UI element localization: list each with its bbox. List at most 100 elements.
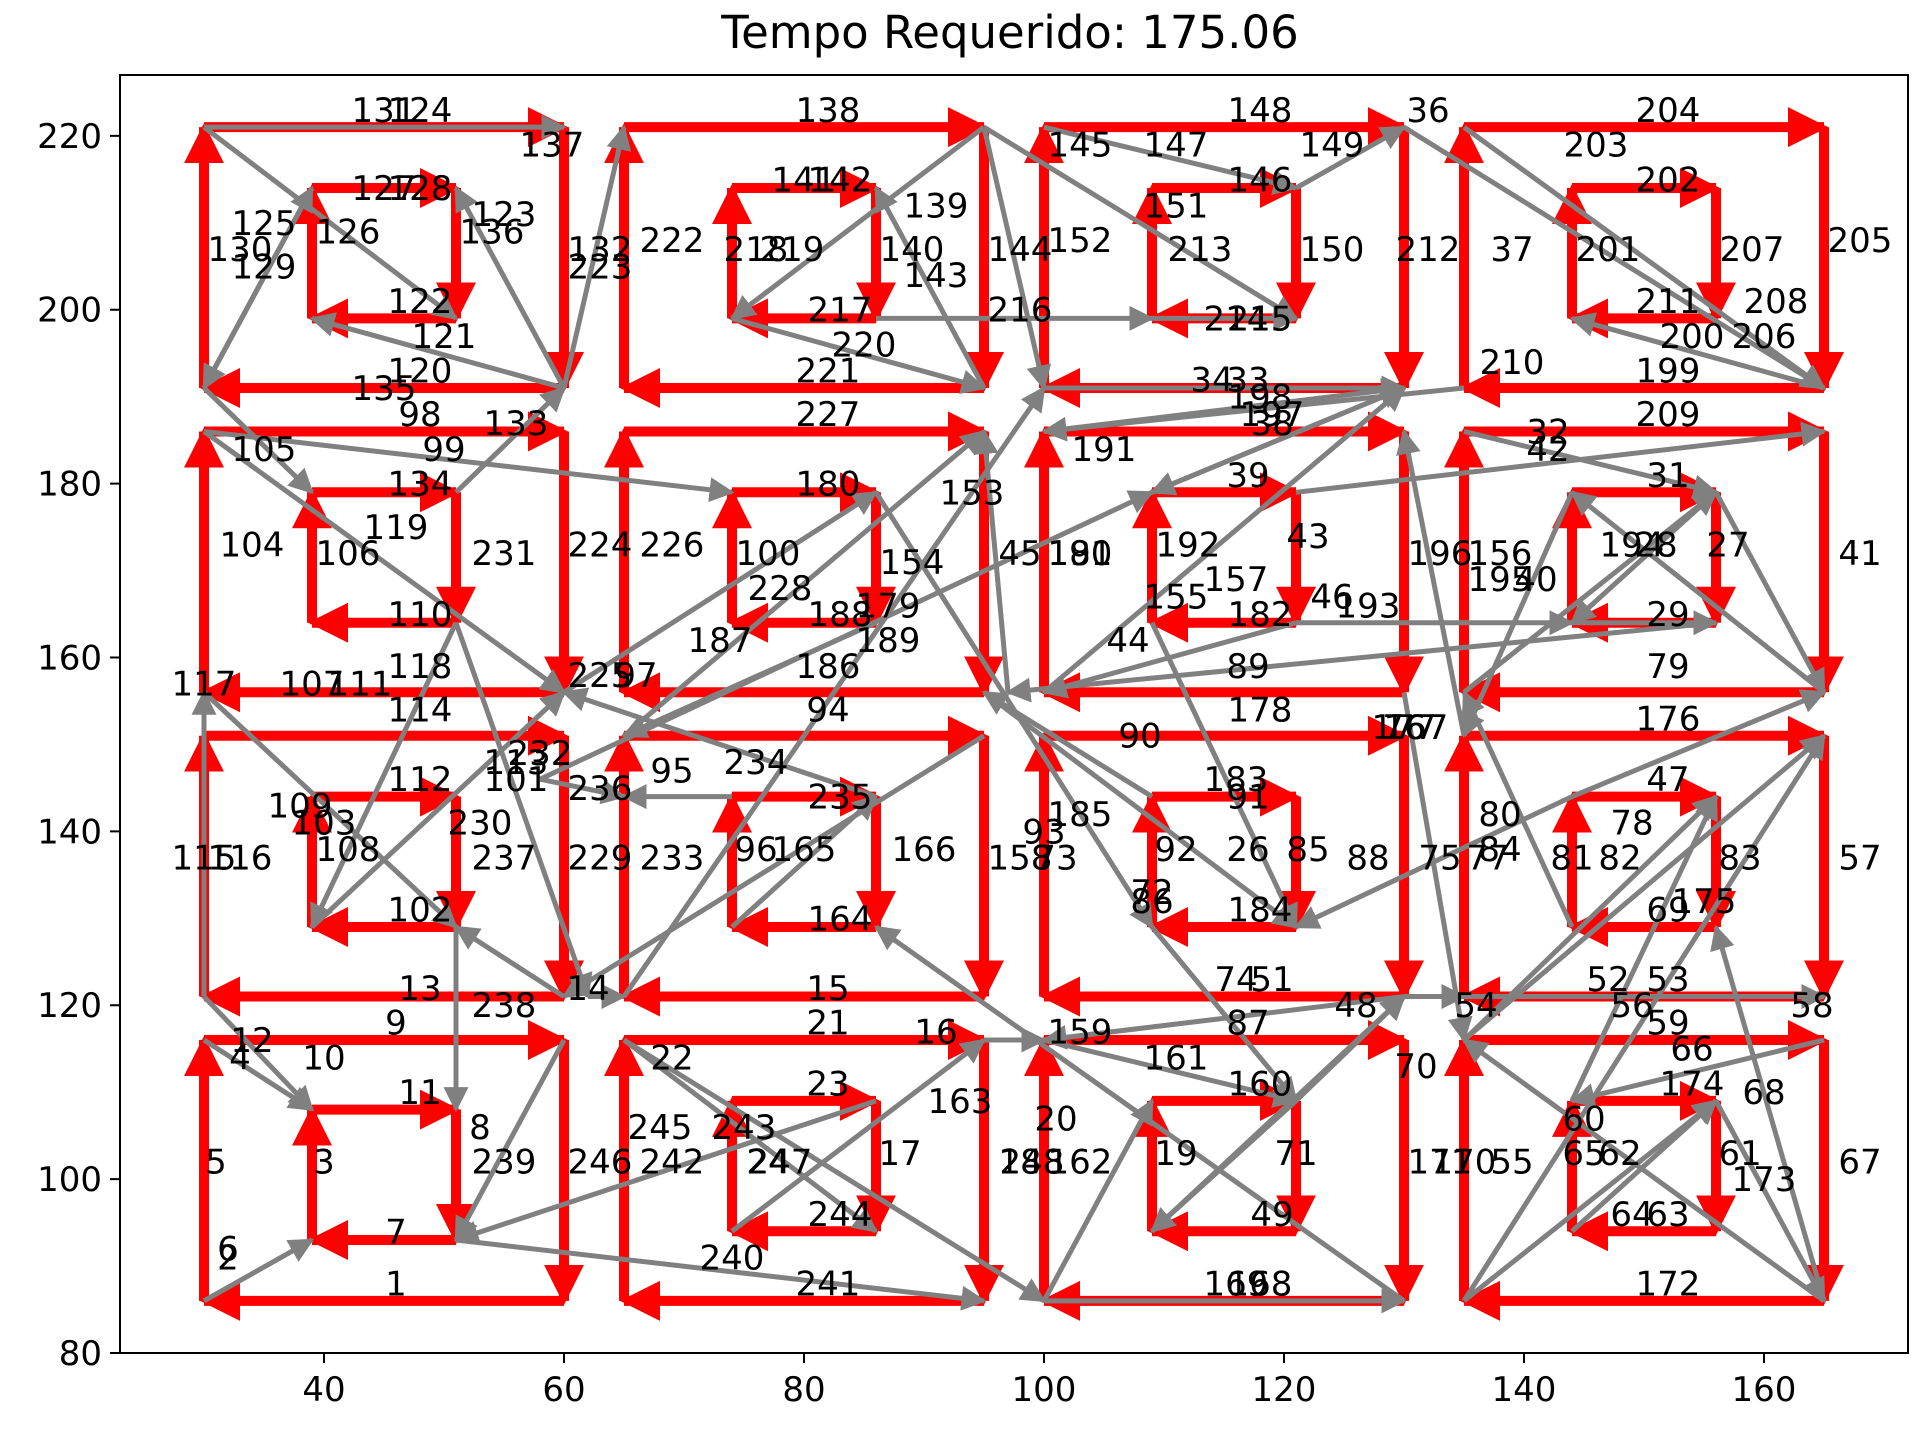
point-label: 222 — [640, 221, 705, 261]
point-label: 162 — [1048, 1143, 1113, 1183]
point-label: 86 — [1130, 882, 1173, 922]
point-label: 37 — [1490, 230, 1533, 270]
secondary-route-segment-59 — [1570, 1099, 1718, 1234]
secondary-route-segment-57 — [1569, 1037, 1825, 1108]
point-label: 201 — [1576, 230, 1641, 270]
point-label: 90 — [1118, 717, 1161, 757]
point-label: 135 — [352, 369, 417, 409]
point-label: 88 — [1346, 838, 1389, 878]
point-label: 11 — [398, 1073, 441, 1113]
point-label: 171 — [1408, 1143, 1473, 1183]
secondary-route-segment-79 — [453, 1098, 877, 1245]
point-label: 163 — [928, 1082, 993, 1122]
point-label: 10 — [302, 1038, 345, 1078]
point-label: 62 — [1598, 1134, 1641, 1174]
point-label: 21 — [806, 1004, 849, 1044]
point-label: 242 — [640, 1143, 705, 1183]
point-label: 51 — [1250, 960, 1293, 1000]
point-label: 189 — [856, 621, 921, 661]
point-label: 155 — [1144, 578, 1209, 618]
point-label: 160 — [1228, 1064, 1293, 1104]
secondary-route-segment-77 — [730, 1038, 986, 1234]
secondary-route-segment-94 — [1396, 428, 1467, 737]
point-label: 125 — [232, 204, 297, 244]
secondary-route-segment-29 — [1043, 124, 1299, 195]
point-label: 131 — [352, 91, 417, 131]
point-label: 14 — [566, 969, 609, 1009]
secondary-route-segment-26 — [981, 126, 1052, 391]
point-label: 179 — [856, 586, 921, 626]
point-label: 38 — [1250, 404, 1293, 444]
point-label: 100 — [736, 534, 801, 574]
secondary-route-segment-62 — [1461, 1037, 1826, 1303]
secondary-route-segment-71 — [621, 385, 1047, 998]
point-label: 142 — [808, 160, 873, 200]
point-label: 206 — [1732, 317, 1797, 357]
secondary-route-segment-72 — [622, 1038, 878, 1234]
point-label: 111 — [328, 665, 393, 705]
point-label: 208 — [1744, 282, 1809, 322]
point-label: 243 — [712, 1108, 777, 1148]
point-label: 183 — [1204, 760, 1269, 800]
secondary-route-segment-96 — [981, 690, 1154, 799]
secondary-route-segment-22 — [201, 186, 315, 391]
point-label: 161 — [1144, 1038, 1209, 1078]
point-label: 49 — [1250, 1195, 1293, 1235]
point-label: 244 — [808, 1195, 873, 1235]
secondary-route-segment-30 — [1294, 124, 1407, 191]
secondary-route-segment-48 — [1043, 1037, 1299, 1108]
secondary-route-segment-33 — [1569, 312, 1825, 391]
secondary-route-segment-50 — [1150, 994, 1406, 1234]
point-label: 188 — [808, 595, 873, 635]
point-label: 138 — [796, 91, 861, 131]
x-axis: 40 60 80 100 120 140 160 — [302, 1353, 1796, 1410]
point-label: 202 — [1636, 160, 1701, 200]
point-label: 146 — [1228, 160, 1293, 200]
point-label: 225 — [568, 656, 633, 696]
point-label: 182 — [1228, 595, 1293, 635]
secondary-route-segment-16 — [309, 312, 565, 391]
secondary-route-segment-15 — [454, 386, 566, 495]
secondary-route-segment-60 — [1713, 1099, 1827, 1304]
point-label: 41 — [1838, 534, 1881, 574]
point-label: 184 — [1228, 891, 1293, 931]
secondary-route-segment-76 — [873, 924, 1406, 1303]
secondary-route-segment-87 — [1295, 421, 1827, 495]
point-label: 31 — [1646, 456, 1689, 496]
point-label: 17 — [878, 1134, 921, 1174]
secondary-route-segment-63 — [1571, 689, 1827, 799]
point-label: 246 — [568, 1143, 633, 1183]
x-tick-label: 120 — [1252, 1370, 1317, 1410]
point-label: 48 — [1334, 986, 1377, 1026]
point-label: 164 — [808, 899, 873, 939]
point-label: 7 — [385, 1212, 407, 1252]
point-label: 23 — [806, 1064, 849, 1104]
secondary-route — [191, 114, 1827, 1314]
point-label: 63 — [1646, 1195, 1689, 1235]
point-label: 105 — [232, 430, 297, 470]
point-label: 107 — [280, 665, 345, 705]
point-label: 121 — [412, 317, 477, 357]
point-label: 234 — [724, 743, 789, 783]
chart-title: Tempo Requerido: 175.06 — [720, 6, 1299, 59]
secondary-route-segment-91 — [1713, 491, 1827, 695]
secondary-route-segment-61 — [1710, 924, 1827, 1302]
point-label: 87 — [1226, 1004, 1269, 1044]
point-label: 218 — [724, 230, 789, 270]
point-label: 145 — [1048, 126, 1113, 166]
point-label: 75 — [1418, 838, 1461, 878]
point-label: 139 — [904, 186, 969, 226]
point-label: 240 — [700, 1238, 765, 1278]
point-label: 247 — [748, 1143, 813, 1183]
point-label: 134 — [388, 465, 453, 505]
point-label: 172 — [1636, 1264, 1701, 1304]
secondary-route-segment-43 — [562, 490, 879, 695]
point-label: 186 — [796, 647, 861, 687]
secondary-route-segment-24 — [731, 316, 987, 395]
point-label: 15 — [806, 969, 849, 1009]
secondary-route-segment-55 — [1461, 733, 1827, 1303]
secondary-route-segment-21 — [453, 185, 567, 390]
point-label: 197 — [1240, 395, 1305, 435]
